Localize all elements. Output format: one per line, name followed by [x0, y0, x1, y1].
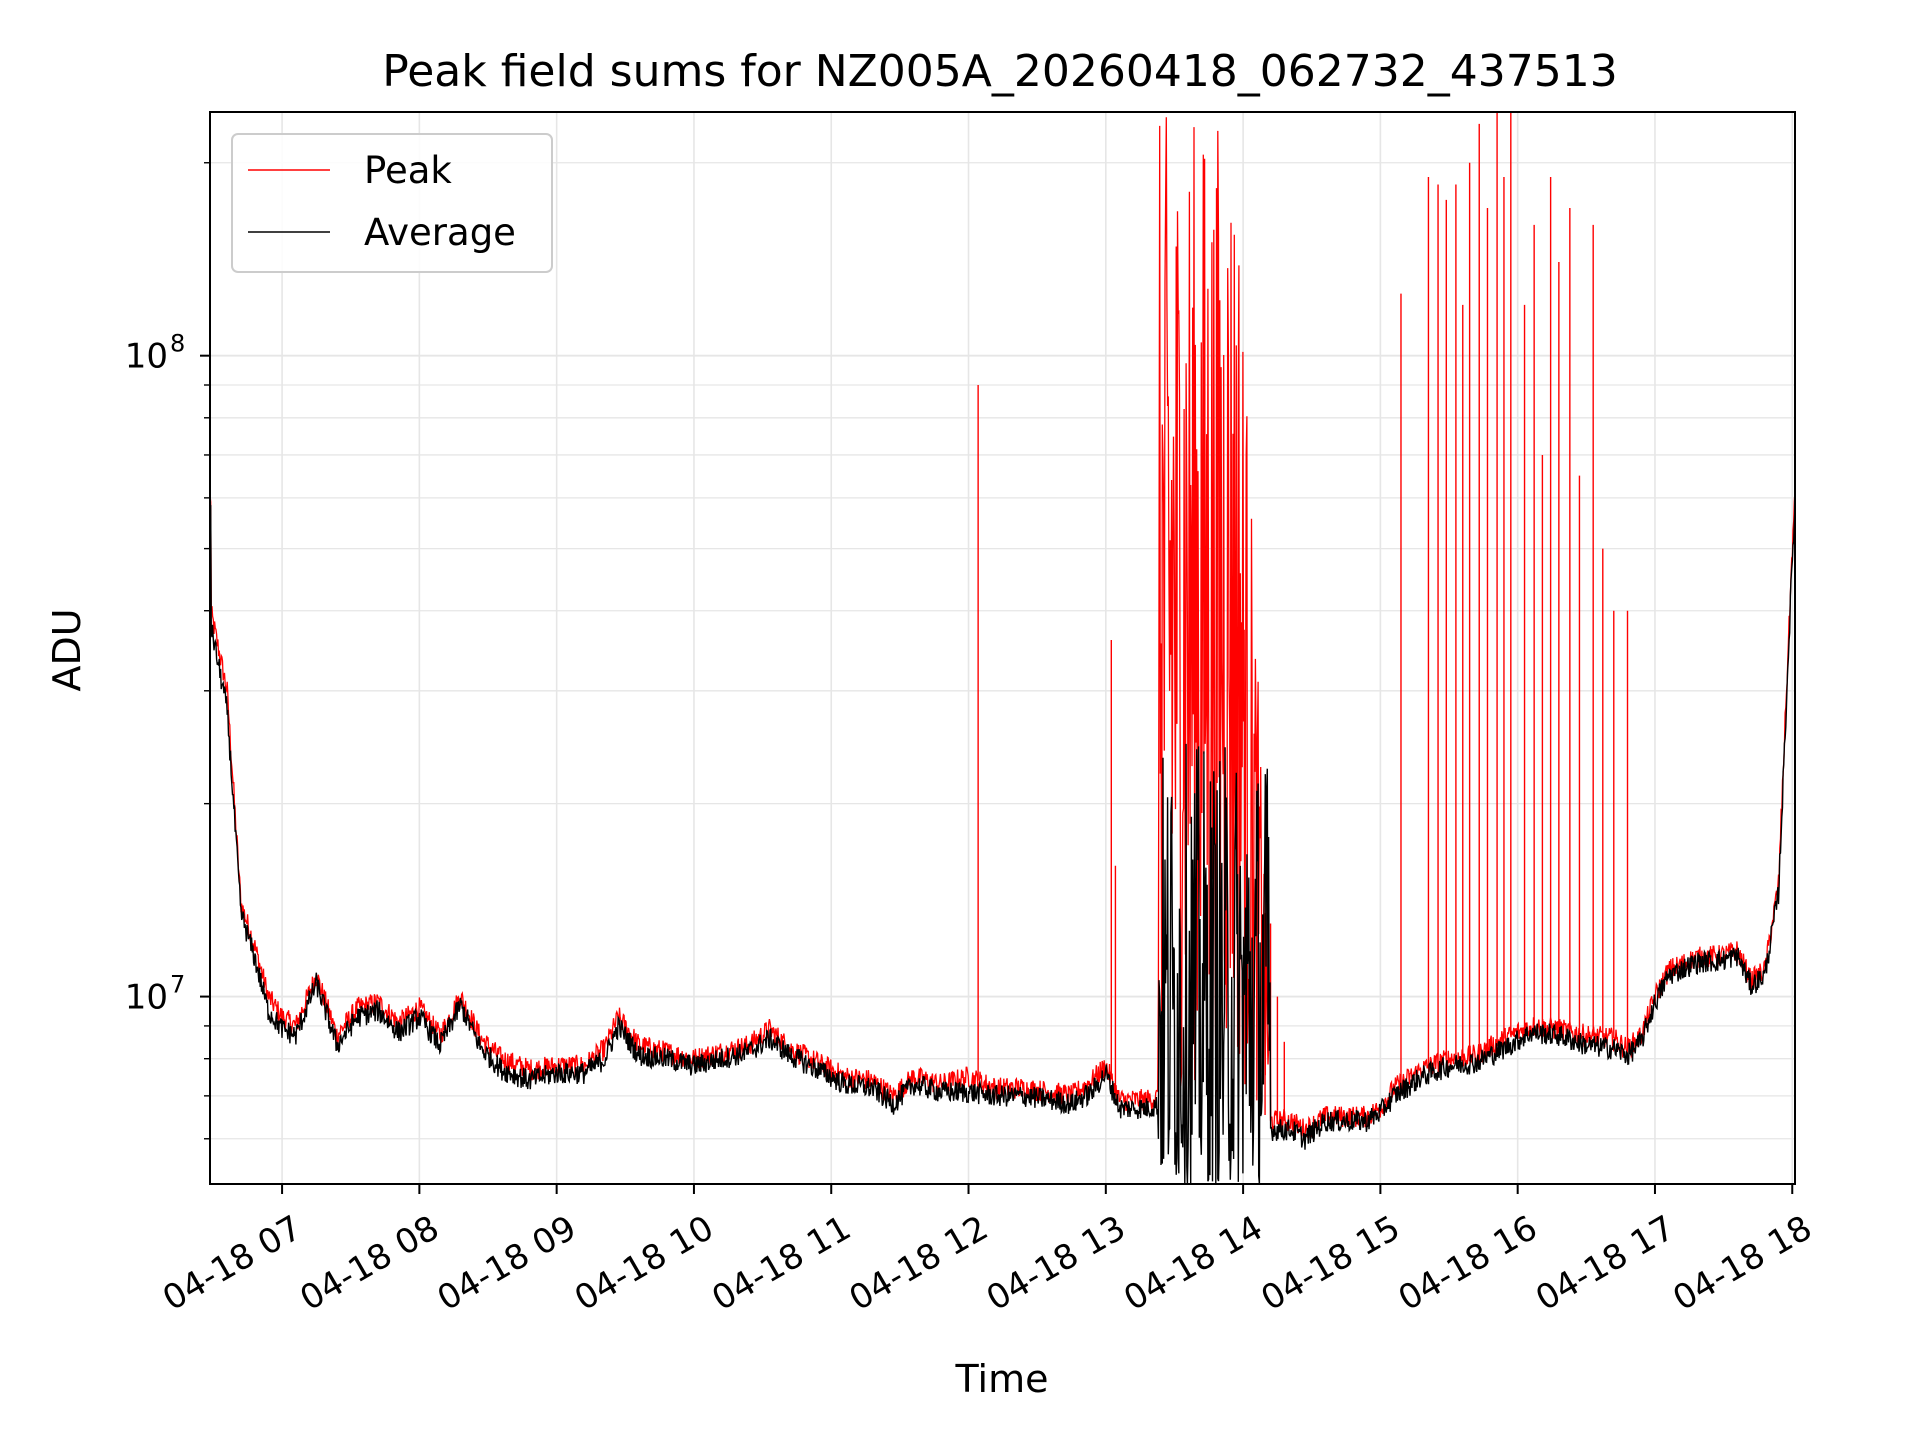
- y-tick-label: 10: [125, 978, 168, 1018]
- average-series: [210, 504, 1795, 1184]
- y-tick-exponent: 8: [170, 330, 185, 358]
- chart-title: Peak field sums for NZ005A_20260418_0627…: [382, 46, 1617, 97]
- average-line: [210, 504, 1795, 1184]
- y-tick-label: 10: [125, 337, 168, 377]
- legend-peak-label: Peak: [364, 149, 452, 192]
- y-axis-label: ADU: [45, 608, 89, 691]
- plot-frame: [209, 111, 1796, 1185]
- legend: Peak Average: [231, 133, 553, 273]
- legend-average-label: Average: [364, 211, 516, 254]
- x-axis-label: Time: [955, 1357, 1049, 1401]
- y-tick-exponent: 7: [170, 971, 185, 999]
- legend-box: [231, 133, 553, 273]
